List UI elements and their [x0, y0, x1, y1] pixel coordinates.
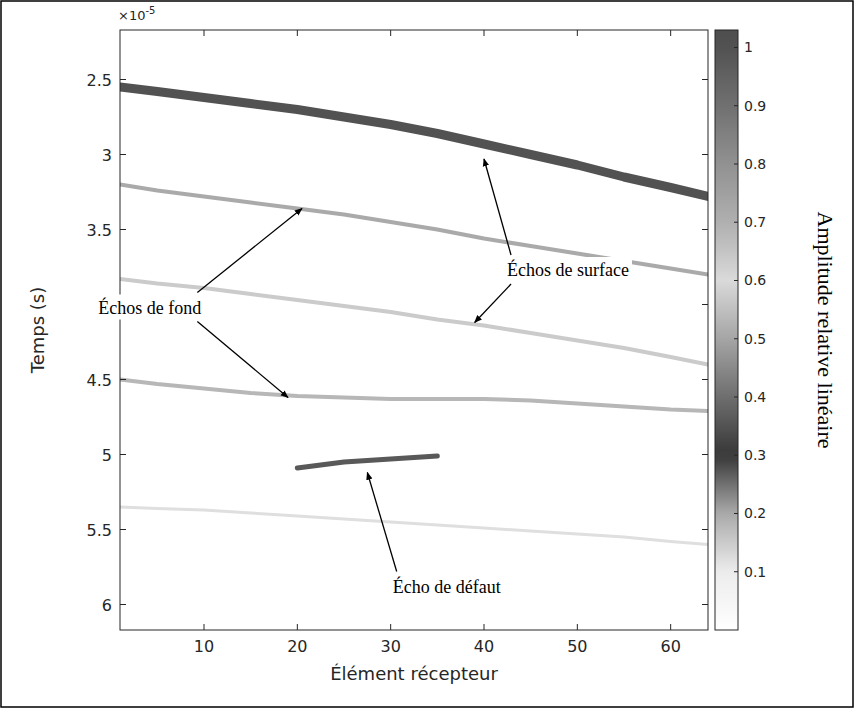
colorbar-title: Amplitude relative linéaire: [813, 211, 838, 448]
annotation-background: [504, 257, 632, 282]
annotation: Échos de fond: [95, 209, 302, 398]
y-tick: [702, 529, 708, 530]
annotation-background: [390, 574, 504, 599]
x-tick: [297, 30, 298, 36]
annotation-text: Écho de défaut: [393, 576, 501, 597]
y-tick: [120, 379, 126, 380]
y-tick: [120, 454, 126, 455]
annotation-text: Échos de surface: [507, 259, 629, 280]
colorbar-tick-label: 0.8: [744, 156, 766, 172]
y-tick-label: 3: [102, 146, 112, 165]
y-tick: [702, 379, 708, 380]
echo-line: [297, 456, 437, 468]
x-tick: [204, 30, 205, 36]
x-tick-label: 10: [194, 637, 214, 656]
colorbar-tick-label: 0.7: [744, 214, 766, 230]
x-tick: [204, 624, 205, 630]
x-axis-title: Élément récepteur: [330, 663, 498, 684]
colorbar-tick-label: 1: [744, 39, 753, 55]
echoes: [120, 87, 708, 545]
annotation: Écho de défaut: [367, 473, 503, 599]
colorbar-tick: [734, 396, 738, 397]
annotation-arrow: [475, 284, 511, 323]
y-axis-title: Temps (s): [27, 287, 48, 375]
annotation-arrow: [367, 473, 396, 572]
echo-line: [120, 87, 708, 197]
x-tick-label: 40: [474, 637, 494, 656]
plot-area: [120, 30, 708, 630]
colorbar-tick: [734, 513, 738, 514]
colorbar-tick: [734, 222, 738, 223]
y-tick: [702, 154, 708, 155]
annotation-arrow: [484, 159, 511, 255]
annotation-arrow: [197, 322, 288, 398]
x-tick: [577, 30, 578, 36]
colorbar-tick: [734, 455, 738, 456]
chart: 1020304050602.533.544.555.56×10-5Élément…: [0, 0, 854, 708]
x-tick: [670, 30, 671, 36]
y-tick: [702, 79, 708, 80]
y-tick: [120, 154, 126, 155]
x-tick: [577, 624, 578, 630]
colorbar-tick-label: 0.5: [744, 331, 766, 347]
y-tick-label: 2.5: [87, 71, 112, 90]
x-tick: [670, 624, 671, 630]
y-tick: [120, 79, 126, 80]
annotation: Échos de surface: [475, 159, 632, 323]
annotation-arrow: [197, 209, 302, 293]
y-tick: [120, 229, 126, 230]
colorbar-tick: [734, 163, 738, 164]
colorbar-tick-label: 0.1: [744, 564, 766, 580]
colorbar-tick-label: 0.4: [744, 389, 766, 405]
echo-line: [120, 507, 708, 545]
x-tick-label: 60: [660, 637, 680, 656]
y-tick: [120, 529, 126, 530]
colorbar-tick-label: 0.9: [744, 98, 766, 114]
y-tick: [702, 229, 708, 230]
y-tick-label: 3.5: [87, 221, 112, 240]
y-tick: [702, 304, 708, 305]
y-tick: [702, 454, 708, 455]
y-tick: [120, 604, 126, 605]
y-tick: [702, 604, 708, 605]
annotation-background: [95, 295, 204, 320]
colorbar-tick: [734, 571, 738, 572]
x-tick: [390, 30, 391, 36]
x-tick: [390, 624, 391, 630]
y-tick-label: 4.5: [87, 371, 112, 390]
x-tick: [484, 30, 485, 36]
echo-line: [120, 279, 708, 365]
x-tick-label: 50: [567, 637, 587, 656]
x-tick-label: 30: [380, 637, 400, 656]
y-tick-label: 6: [102, 596, 112, 615]
colorbar: [715, 30, 738, 630]
colorbar-tick: [734, 338, 738, 339]
plot-frame: [120, 30, 708, 630]
colorbar-tick: [734, 105, 738, 106]
x-tick-label: 20: [287, 637, 307, 656]
x-tick: [484, 624, 485, 630]
colorbar-tick-label: 0.6: [744, 272, 766, 288]
colorbar-tick-label: 0.3: [744, 447, 766, 463]
y-tick-label: 5: [102, 446, 112, 465]
outer-frame: [1, 1, 853, 707]
y-tick-label: 5.5: [87, 521, 112, 540]
colorbar-tick-label: 0.2: [744, 505, 766, 521]
y-multiplier: ×10-5: [118, 5, 155, 23]
colorbar-tick: [734, 47, 738, 48]
echo-line: [120, 380, 708, 412]
x-tick: [297, 624, 298, 630]
colorbar-tick: [734, 280, 738, 281]
annotation-text: Échos de fond: [98, 297, 201, 318]
